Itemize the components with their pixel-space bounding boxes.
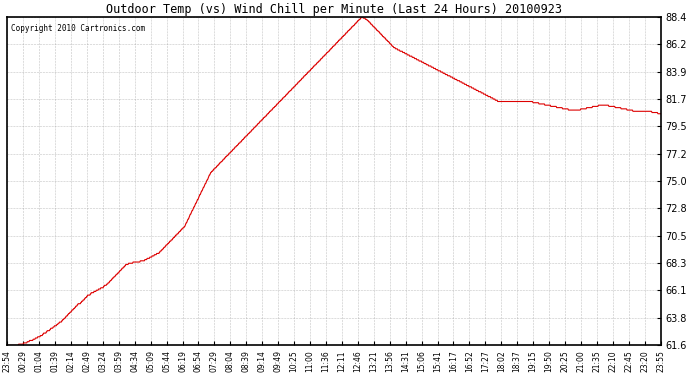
Text: Copyright 2010 Cartronics.com: Copyright 2010 Cartronics.com: [10, 24, 145, 33]
Title: Outdoor Temp (vs) Wind Chill per Minute (Last 24 Hours) 20100923: Outdoor Temp (vs) Wind Chill per Minute …: [106, 3, 562, 16]
